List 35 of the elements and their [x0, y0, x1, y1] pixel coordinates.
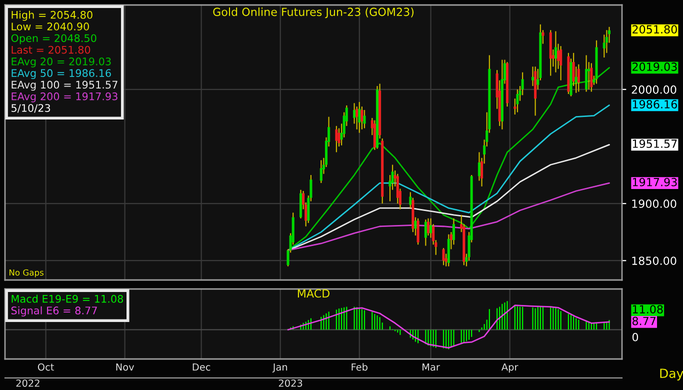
text: Day	[660, 368, 683, 380]
text: 1951.57	[632, 140, 677, 148]
text: EAvg 20 = 2019.03	[12, 57, 111, 68]
text: 2019.03	[632, 62, 677, 71]
annotation: High = 2054.80	[12, 10, 92, 21]
y-tick-label: 1900.00	[632, 200, 676, 208]
x-tick-label: Dec	[192, 363, 210, 371]
text: Macd E19-E9 = 11.08	[12, 294, 124, 303]
text: Signal E6 = 8.77	[11, 306, 97, 316]
chart-title: Gold Online Futures Jun-23 (GOM23)	[213, 7, 414, 18]
text: EAvg 200 = 1917.93	[12, 92, 118, 102]
x2-tick-label: 2023	[278, 379, 302, 387]
x-tick-label: Jan	[272, 363, 288, 372]
ref-line-label: 0	[632, 332, 638, 342]
y-tick-label: 2000.00	[632, 85, 676, 94]
annotation: 5/10/23	[12, 104, 50, 113]
annotation: Low = 2040.90	[12, 22, 89, 30]
annotation: Last = 2051.80	[12, 46, 90, 54]
chart-title: MACD	[298, 289, 330, 298]
x-tick-label: Oct	[38, 363, 54, 371]
x-tick-label: Mar	[422, 363, 440, 371]
text: 11.08	[632, 305, 663, 314]
x-tick-label: Nov	[116, 363, 134, 371]
annotation: Open = 2048.50	[11, 34, 96, 44]
x-tick-label: Feb	[352, 363, 368, 371]
text: EAvg 50 = 1986.16	[12, 69, 111, 80]
annotation: No Gaps	[10, 269, 44, 278]
x2-tick-label: 2022	[16, 379, 40, 387]
x-tick-label: Apr	[501, 363, 518, 373]
text: 8.77	[632, 316, 656, 326]
y-tick-label: 1850.00	[632, 256, 676, 265]
text: 1986.16	[632, 100, 677, 108]
text: 2051.80	[632, 25, 677, 34]
text: 1917.93	[632, 178, 677, 186]
text: EAvg 100 = 1951.57	[12, 80, 118, 91]
